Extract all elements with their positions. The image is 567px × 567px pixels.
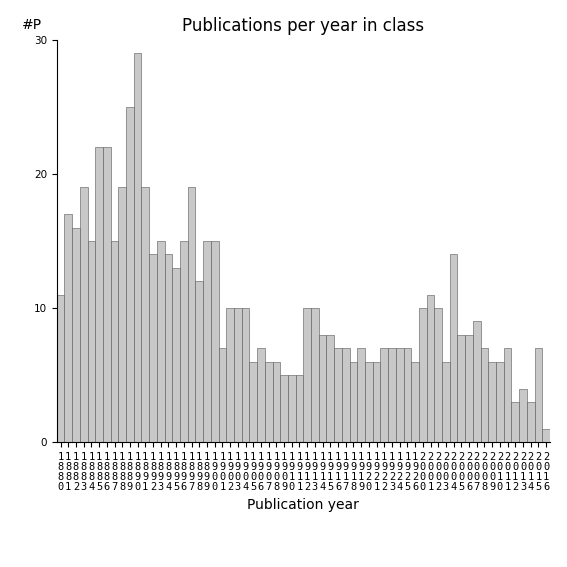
X-axis label: Publication year: Publication year bbox=[247, 497, 359, 511]
Bar bbox=[396, 348, 404, 442]
Bar bbox=[103, 147, 111, 442]
Bar bbox=[87, 241, 95, 442]
Bar bbox=[503, 348, 511, 442]
Text: #P: #P bbox=[22, 18, 43, 32]
Bar bbox=[164, 255, 172, 442]
Bar bbox=[327, 335, 334, 442]
Bar bbox=[157, 241, 164, 442]
Bar bbox=[226, 308, 234, 442]
Bar bbox=[203, 241, 211, 442]
Bar bbox=[257, 348, 265, 442]
Bar bbox=[242, 308, 249, 442]
Bar bbox=[542, 429, 550, 442]
Bar bbox=[280, 375, 288, 442]
Bar bbox=[450, 255, 458, 442]
Bar bbox=[342, 348, 350, 442]
Bar bbox=[465, 335, 473, 442]
Bar bbox=[388, 348, 396, 442]
Bar bbox=[65, 214, 72, 442]
Bar bbox=[365, 362, 373, 442]
Bar bbox=[57, 295, 65, 442]
Bar bbox=[473, 321, 481, 442]
Bar bbox=[350, 362, 357, 442]
Bar bbox=[488, 362, 496, 442]
Bar bbox=[142, 187, 149, 442]
Bar bbox=[357, 348, 365, 442]
Bar bbox=[481, 348, 488, 442]
Bar bbox=[211, 241, 218, 442]
Bar bbox=[434, 308, 442, 442]
Bar bbox=[149, 255, 157, 442]
Bar bbox=[535, 348, 542, 442]
Bar bbox=[496, 362, 503, 442]
Bar bbox=[442, 362, 450, 442]
Bar bbox=[419, 308, 426, 442]
Bar bbox=[295, 375, 303, 442]
Bar bbox=[519, 388, 527, 442]
Bar bbox=[411, 362, 419, 442]
Bar bbox=[334, 348, 342, 442]
Bar bbox=[273, 362, 280, 442]
Bar bbox=[119, 187, 126, 442]
Bar bbox=[188, 187, 196, 442]
Bar bbox=[111, 241, 119, 442]
Bar bbox=[288, 375, 295, 442]
Bar bbox=[458, 335, 465, 442]
Bar bbox=[180, 241, 188, 442]
Bar bbox=[527, 402, 535, 442]
Bar bbox=[172, 268, 180, 442]
Bar bbox=[218, 348, 226, 442]
Bar bbox=[511, 402, 519, 442]
Bar bbox=[303, 308, 311, 442]
Bar bbox=[404, 348, 411, 442]
Bar bbox=[72, 227, 80, 442]
Bar bbox=[265, 362, 273, 442]
Bar bbox=[95, 147, 103, 442]
Bar bbox=[311, 308, 319, 442]
Bar bbox=[134, 53, 142, 442]
Bar bbox=[373, 362, 380, 442]
Bar bbox=[249, 362, 257, 442]
Bar bbox=[234, 308, 242, 442]
Bar bbox=[126, 107, 134, 442]
Title: Publications per year in class: Publications per year in class bbox=[182, 18, 425, 35]
Bar bbox=[80, 187, 87, 442]
Bar bbox=[380, 348, 388, 442]
Bar bbox=[319, 335, 327, 442]
Bar bbox=[196, 281, 203, 442]
Bar bbox=[426, 295, 434, 442]
